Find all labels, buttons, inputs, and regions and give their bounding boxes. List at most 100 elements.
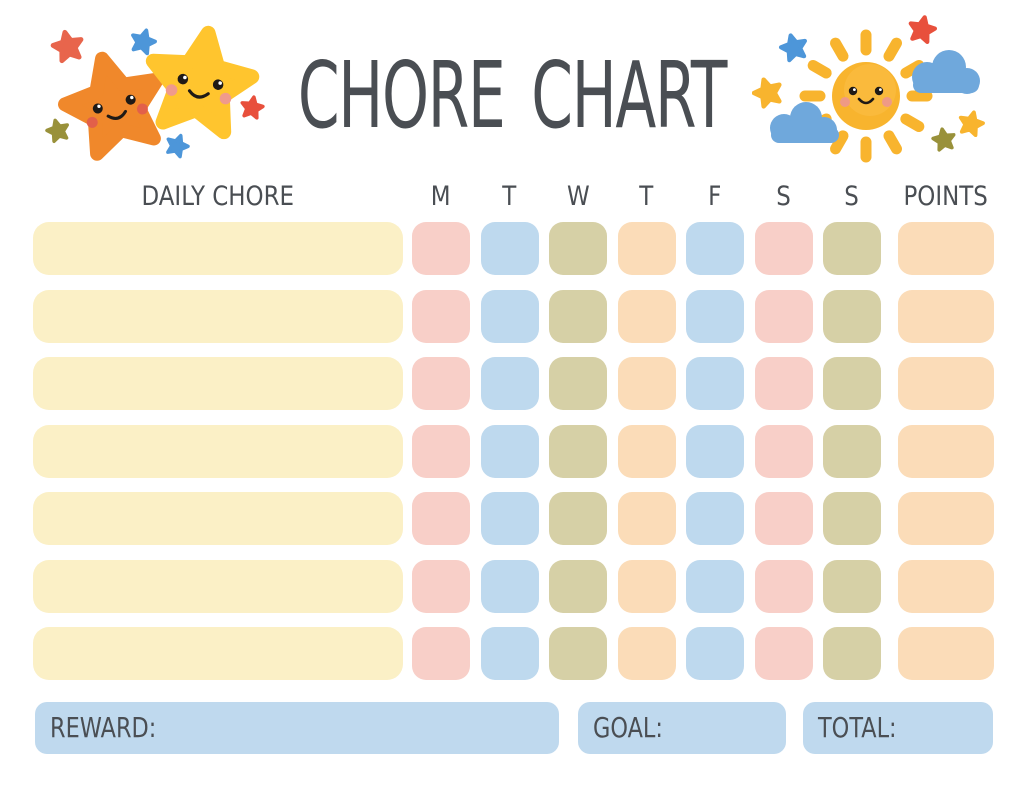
day-cell-wednesday	[549, 559, 607, 613]
total-label: TOTAL:	[818, 711, 897, 744]
page-title: CHORE CHART	[297, 42, 728, 149]
day-header-tuesday: T	[502, 181, 517, 212]
day-header-thursday: T	[639, 181, 654, 212]
day-header-wednesday: W	[566, 181, 590, 212]
day-cell-friday	[686, 289, 744, 343]
day-header-monday: M	[431, 181, 451, 212]
chore-name-cell	[33, 492, 403, 545]
day-cell-sunday	[823, 357, 881, 410]
day-cell-monday	[412, 357, 470, 410]
olive-star-icon	[43, 115, 73, 145]
day-cell-saturday	[754, 627, 813, 680]
points-cell	[898, 492, 994, 545]
day-cell-monday	[412, 559, 470, 613]
day-header-friday: F	[708, 181, 722, 212]
day-cell-friday	[686, 492, 744, 545]
chore-row	[33, 424, 994, 478]
chore-row	[33, 627, 994, 680]
day-cell-thursday	[617, 492, 676, 545]
goal-label: GOAL:	[593, 711, 663, 744]
reward-box: REWARD:	[35, 702, 559, 754]
day-cell-sunday	[823, 492, 881, 545]
day-cell-wednesday	[549, 627, 607, 680]
chore-name-cell	[33, 627, 403, 680]
points-cell	[898, 357, 994, 410]
day-cell-friday	[686, 559, 744, 613]
day-header-sunday: S	[844, 181, 860, 212]
points-cell	[898, 222, 994, 275]
orange-star-icon	[56, 46, 171, 158]
chore-name-cell	[33, 289, 403, 343]
cloud-icon	[770, 102, 839, 143]
day-cell-tuesday	[480, 424, 539, 478]
chore-row	[33, 559, 994, 613]
day-cell-tuesday	[480, 222, 539, 275]
total-box: TOTAL:	[803, 702, 993, 754]
day-cell-sunday	[823, 627, 881, 680]
chore-row	[33, 492, 994, 545]
reward-label: REWARD:	[50, 711, 157, 744]
day-cell-tuesday	[480, 492, 539, 545]
day-cell-wednesday	[549, 289, 607, 343]
sun-clouds-decoration	[752, 14, 987, 163]
chore-name-cell	[33, 559, 403, 613]
day-cell-friday	[686, 627, 744, 680]
chore-name-cell	[33, 222, 403, 275]
day-cell-friday	[686, 222, 744, 275]
red-star-icon	[908, 15, 937, 43]
day-cell-monday	[412, 222, 470, 275]
stars-decoration	[43, 14, 266, 169]
chore-row	[33, 289, 994, 343]
blue-star-icon	[127, 25, 160, 57]
day-cell-friday	[686, 424, 744, 478]
day-cell-saturday	[754, 222, 813, 275]
table-header-row: DAILY CHORE M T W T F S S POINTS	[33, 176, 994, 210]
day-cell-monday	[412, 289, 470, 343]
day-cell-saturday	[754, 424, 813, 478]
day-cell-wednesday	[549, 424, 607, 478]
points-cell	[898, 559, 994, 613]
day-cell-wednesday	[549, 222, 607, 275]
chore-row	[33, 357, 994, 410]
day-cell-sunday	[823, 289, 881, 343]
yellow-star-icon	[752, 76, 784, 108]
day-cell-tuesday	[480, 559, 539, 613]
olive-star-icon	[930, 125, 958, 153]
day-cell-thursday	[617, 222, 676, 275]
day-cell-thursday	[617, 424, 676, 478]
chore-grid	[33, 222, 994, 695]
day-cell-sunday	[823, 424, 881, 478]
yellow-star-icon	[144, 25, 258, 134]
day-cell-tuesday	[480, 357, 539, 410]
day-cell-sunday	[823, 222, 881, 275]
points-cell	[898, 424, 994, 478]
day-cell-thursday	[617, 289, 676, 343]
points-cell	[898, 289, 994, 343]
day-cell-tuesday	[480, 627, 539, 680]
day-cell-wednesday	[549, 357, 607, 410]
day-cell-saturday	[754, 492, 813, 545]
day-cell-monday	[412, 627, 470, 680]
day-cell-friday	[686, 357, 744, 410]
day-cell-saturday	[754, 357, 813, 410]
goal-box: GOAL:	[578, 702, 786, 754]
day-cell-wednesday	[549, 492, 607, 545]
daily-chore-header: DAILY CHORE	[141, 181, 295, 212]
day-cell-saturday	[754, 559, 813, 613]
chore-name-cell	[33, 357, 403, 410]
blue-star-icon	[779, 32, 809, 61]
yellow-star-icon	[955, 107, 987, 139]
cloud-icon	[912, 50, 980, 94]
day-cell-sunday	[823, 559, 881, 613]
day-cell-tuesday	[480, 289, 539, 343]
chore-name-cell	[33, 424, 403, 478]
day-cell-saturday	[754, 289, 813, 343]
chore-row	[33, 222, 994, 275]
day-cell-thursday	[617, 559, 676, 613]
points-cell	[898, 627, 994, 680]
day-header-saturday: S	[776, 181, 791, 212]
day-cell-thursday	[617, 627, 676, 680]
points-header: POINTS	[903, 181, 989, 212]
day-cell-monday	[412, 492, 470, 545]
